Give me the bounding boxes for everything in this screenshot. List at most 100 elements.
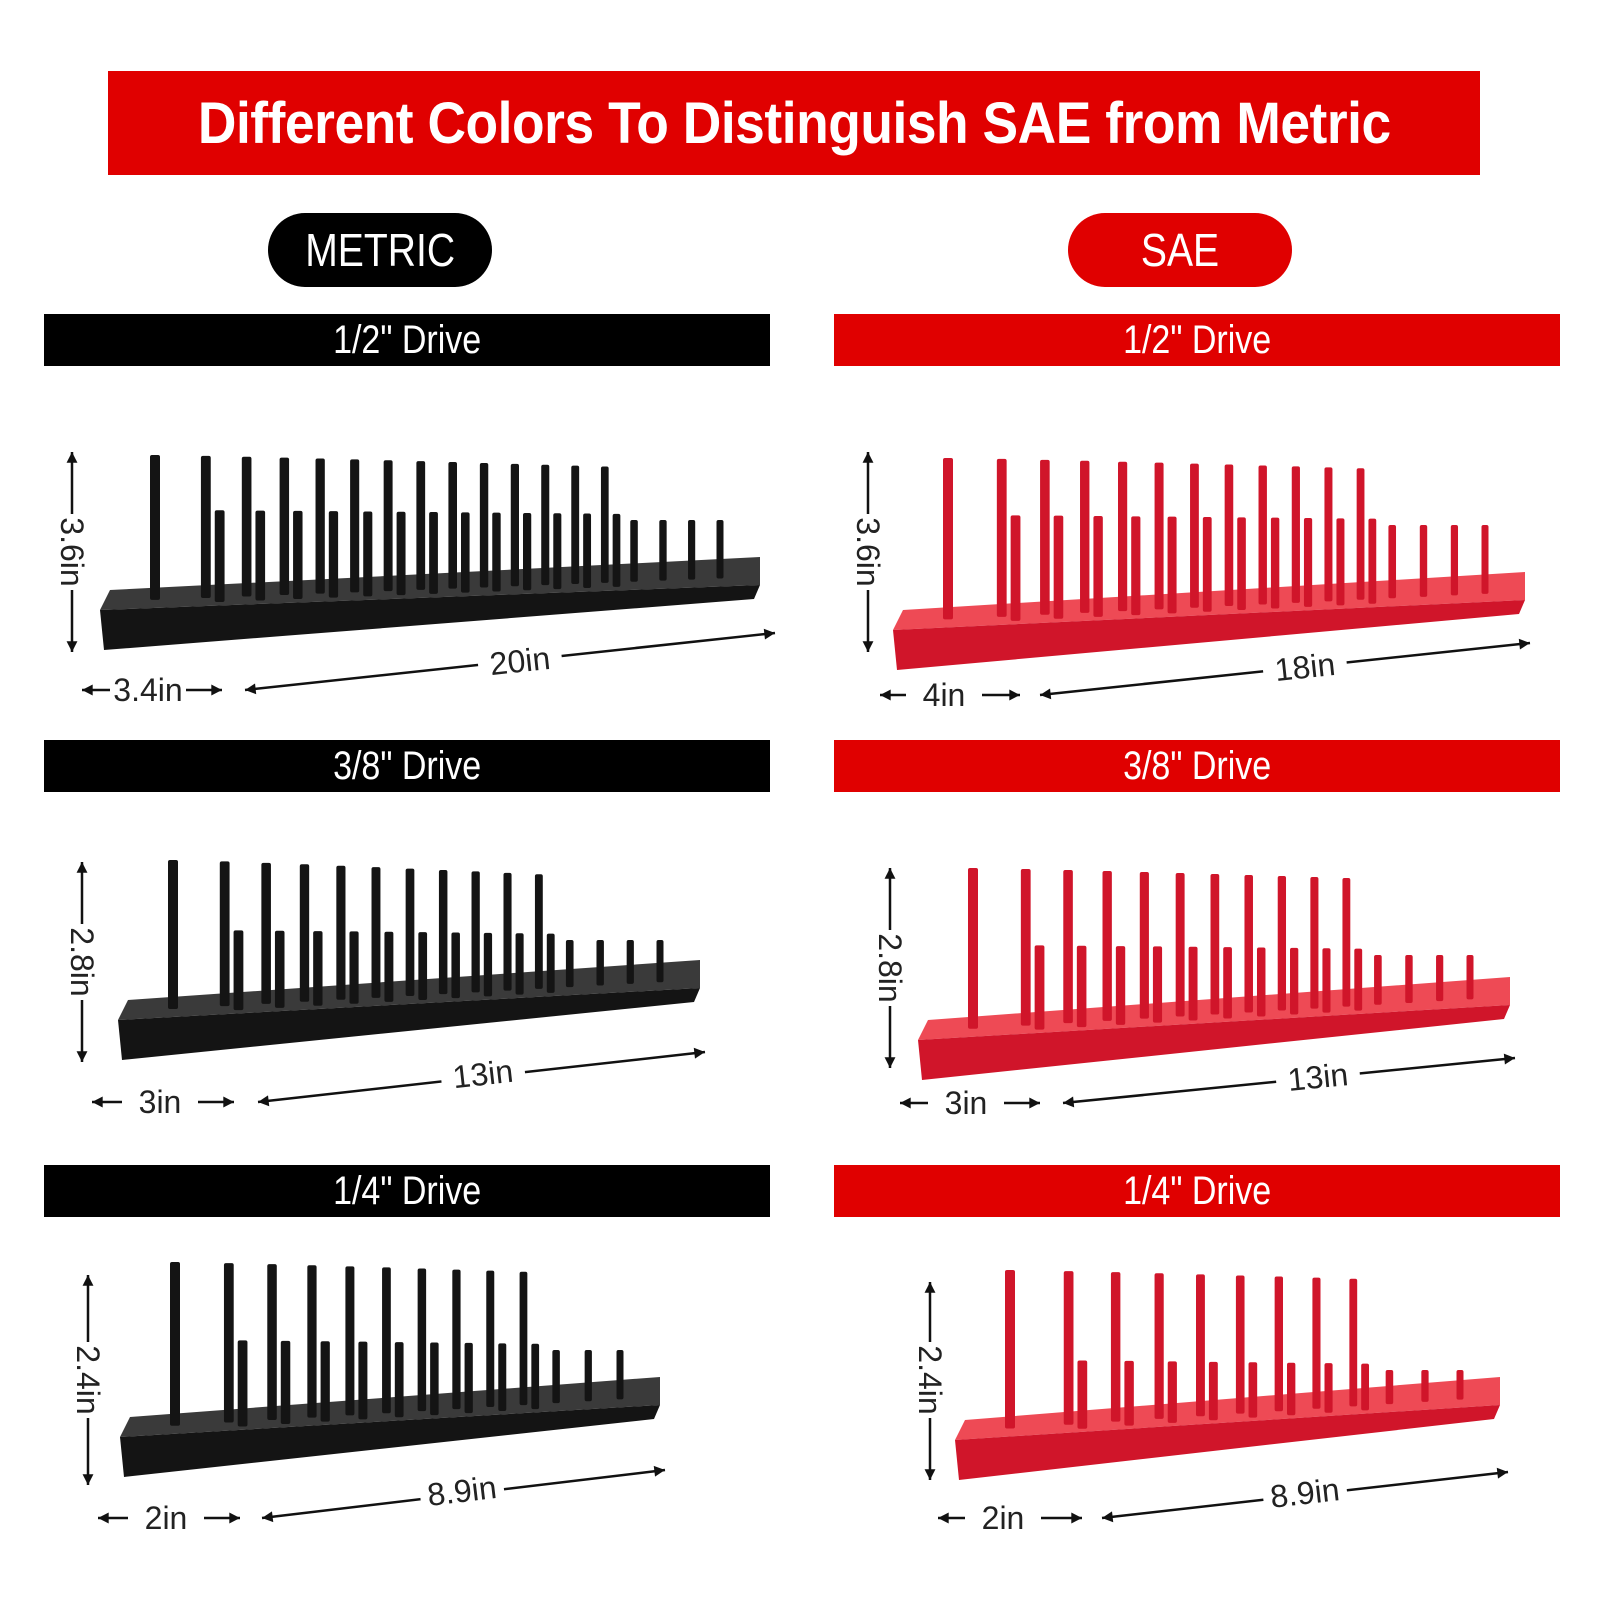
section-title: 1/4" Drive: [1122, 1168, 1272, 1213]
rack-peg: [1388, 525, 1397, 599]
rack-peg-short: [396, 511, 406, 596]
rack-peg-short: [1286, 1362, 1296, 1416]
sae-pill: SAE: [1068, 213, 1292, 287]
length-label: 13in: [1286, 1056, 1350, 1098]
rack-peg: [1291, 466, 1300, 603]
rack-peg: [1356, 468, 1365, 600]
rack-peg: [1020, 869, 1031, 1026]
rack-peg-short: [1324, 1363, 1333, 1413]
rack-peg-short: [394, 1342, 404, 1418]
rack-peg: [688, 520, 696, 580]
rack-peg: [552, 1350, 560, 1404]
rack-peg-short: [1152, 946, 1163, 1023]
rack-peg-short: [214, 510, 225, 602]
rack-peg: [541, 464, 550, 586]
rack-peg-short: [1223, 947, 1232, 1019]
rack-peg-short: [1354, 948, 1363, 1011]
rack-peg: [438, 870, 448, 995]
metric-label: METRIC: [305, 224, 455, 276]
rack-peg-short: [429, 512, 438, 594]
rack-peg: [416, 461, 426, 590]
rack-peg: [1456, 1370, 1464, 1400]
rack-peg: [150, 455, 160, 600]
rack-peg-short: [523, 512, 532, 591]
rack-peg: [1235, 1275, 1245, 1414]
rack-peg: [486, 1270, 495, 1408]
length-label: 8.9in: [425, 1469, 498, 1513]
rack-peg-short: [1124, 1360, 1134, 1426]
rack-peg-short: [1290, 947, 1299, 1015]
rack-peg-short: [612, 513, 621, 587]
rack-peg: [1277, 876, 1287, 1011]
rack-peg-short: [451, 932, 460, 999]
rack-peg: [943, 458, 953, 620]
rack-peg: [417, 1268, 427, 1412]
rack-peg: [1421, 1370, 1429, 1402]
rack-peg: [261, 862, 271, 1004]
rack-peg: [1450, 525, 1459, 596]
height-label: 3.6in: [54, 517, 90, 586]
rack-peg-short: [1053, 515, 1064, 619]
rack-peg: [452, 1269, 461, 1410]
rack-peg-short: [280, 1340, 291, 1424]
sae-section-bar-half-drive: 1/2" Drive: [834, 314, 1560, 366]
rack-peg: [1244, 875, 1253, 1013]
rack-peg: [267, 1264, 277, 1420]
rack-peg: [571, 465, 580, 584]
height-label: 3.6in: [850, 517, 886, 586]
rack-peg: [382, 1267, 391, 1414]
rack-peg-short: [363, 511, 373, 597]
depth-label: 4in: [923, 677, 966, 713]
rack-peg-short: [498, 1343, 507, 1412]
rack-peg: [1040, 459, 1050, 615]
rack-peg: [1154, 462, 1164, 610]
section-title: 3/8" Drive: [1122, 743, 1272, 788]
rack-base-front: [918, 1005, 1510, 1080]
rack-peg-short: [1336, 518, 1345, 606]
metric-section-bar-three-eighths-drive: 3/8" Drive: [44, 740, 770, 792]
metric-rack-1: 2.8in 3in 13in: [64, 860, 706, 1120]
section-title: 1/2" Drive: [1122, 317, 1272, 362]
rack-peg: [1110, 1272, 1121, 1422]
length-label: 20in: [488, 640, 552, 682]
rack-peg-short: [1167, 516, 1177, 614]
rack-peg-short: [1077, 1360, 1088, 1429]
rack-peg-short: [1208, 1361, 1218, 1421]
rack-peg-short: [483, 932, 493, 997]
rack-peg-short: [1322, 948, 1331, 1013]
rack-peg-short: [1303, 518, 1313, 607]
rack-peg: [1102, 871, 1112, 1021]
rack-peg-short: [233, 930, 244, 1011]
rack-peg: [1224, 464, 1234, 607]
section-title: 1/4" Drive: [332, 1168, 482, 1213]
rack-peg: [168, 860, 178, 1009]
rack-peg: [241, 456, 252, 597]
rack-peg: [223, 1263, 234, 1423]
rack-peg-short: [1270, 517, 1280, 609]
height-label: 2.4in: [70, 1345, 106, 1414]
rack-peg: [307, 1265, 317, 1418]
rack-peg: [1258, 465, 1267, 605]
rack-peg: [1342, 878, 1351, 1007]
rack-peg: [279, 457, 290, 596]
rack-peg: [1210, 874, 1220, 1015]
rack-peg-short: [461, 512, 470, 593]
rack-peg: [626, 940, 634, 984]
rack-base-front: [893, 600, 1525, 670]
rack-peg: [170, 1262, 180, 1426]
depth-label: 3.4in: [113, 672, 182, 708]
metric-rack-0: 3.6in 3.4in 20in: [54, 452, 776, 708]
rack-peg: [656, 940, 664, 983]
rack-peg-short: [1361, 1363, 1370, 1411]
title-banner: Different Colors To Distinguish SAE from…: [108, 71, 1480, 175]
rack-peg: [565, 940, 574, 988]
depth-label: 3in: [945, 1085, 988, 1121]
depth-label: 2in: [145, 1500, 188, 1536]
rack-peg-short: [1202, 517, 1212, 612]
height-label: 2.4in: [912, 1345, 948, 1414]
rack-peg: [371, 867, 381, 998]
rack-peg: [616, 1350, 624, 1400]
rack-peg-short: [1115, 946, 1126, 1025]
height-label: 2.8in: [64, 927, 100, 996]
rack-peg: [336, 865, 346, 1000]
